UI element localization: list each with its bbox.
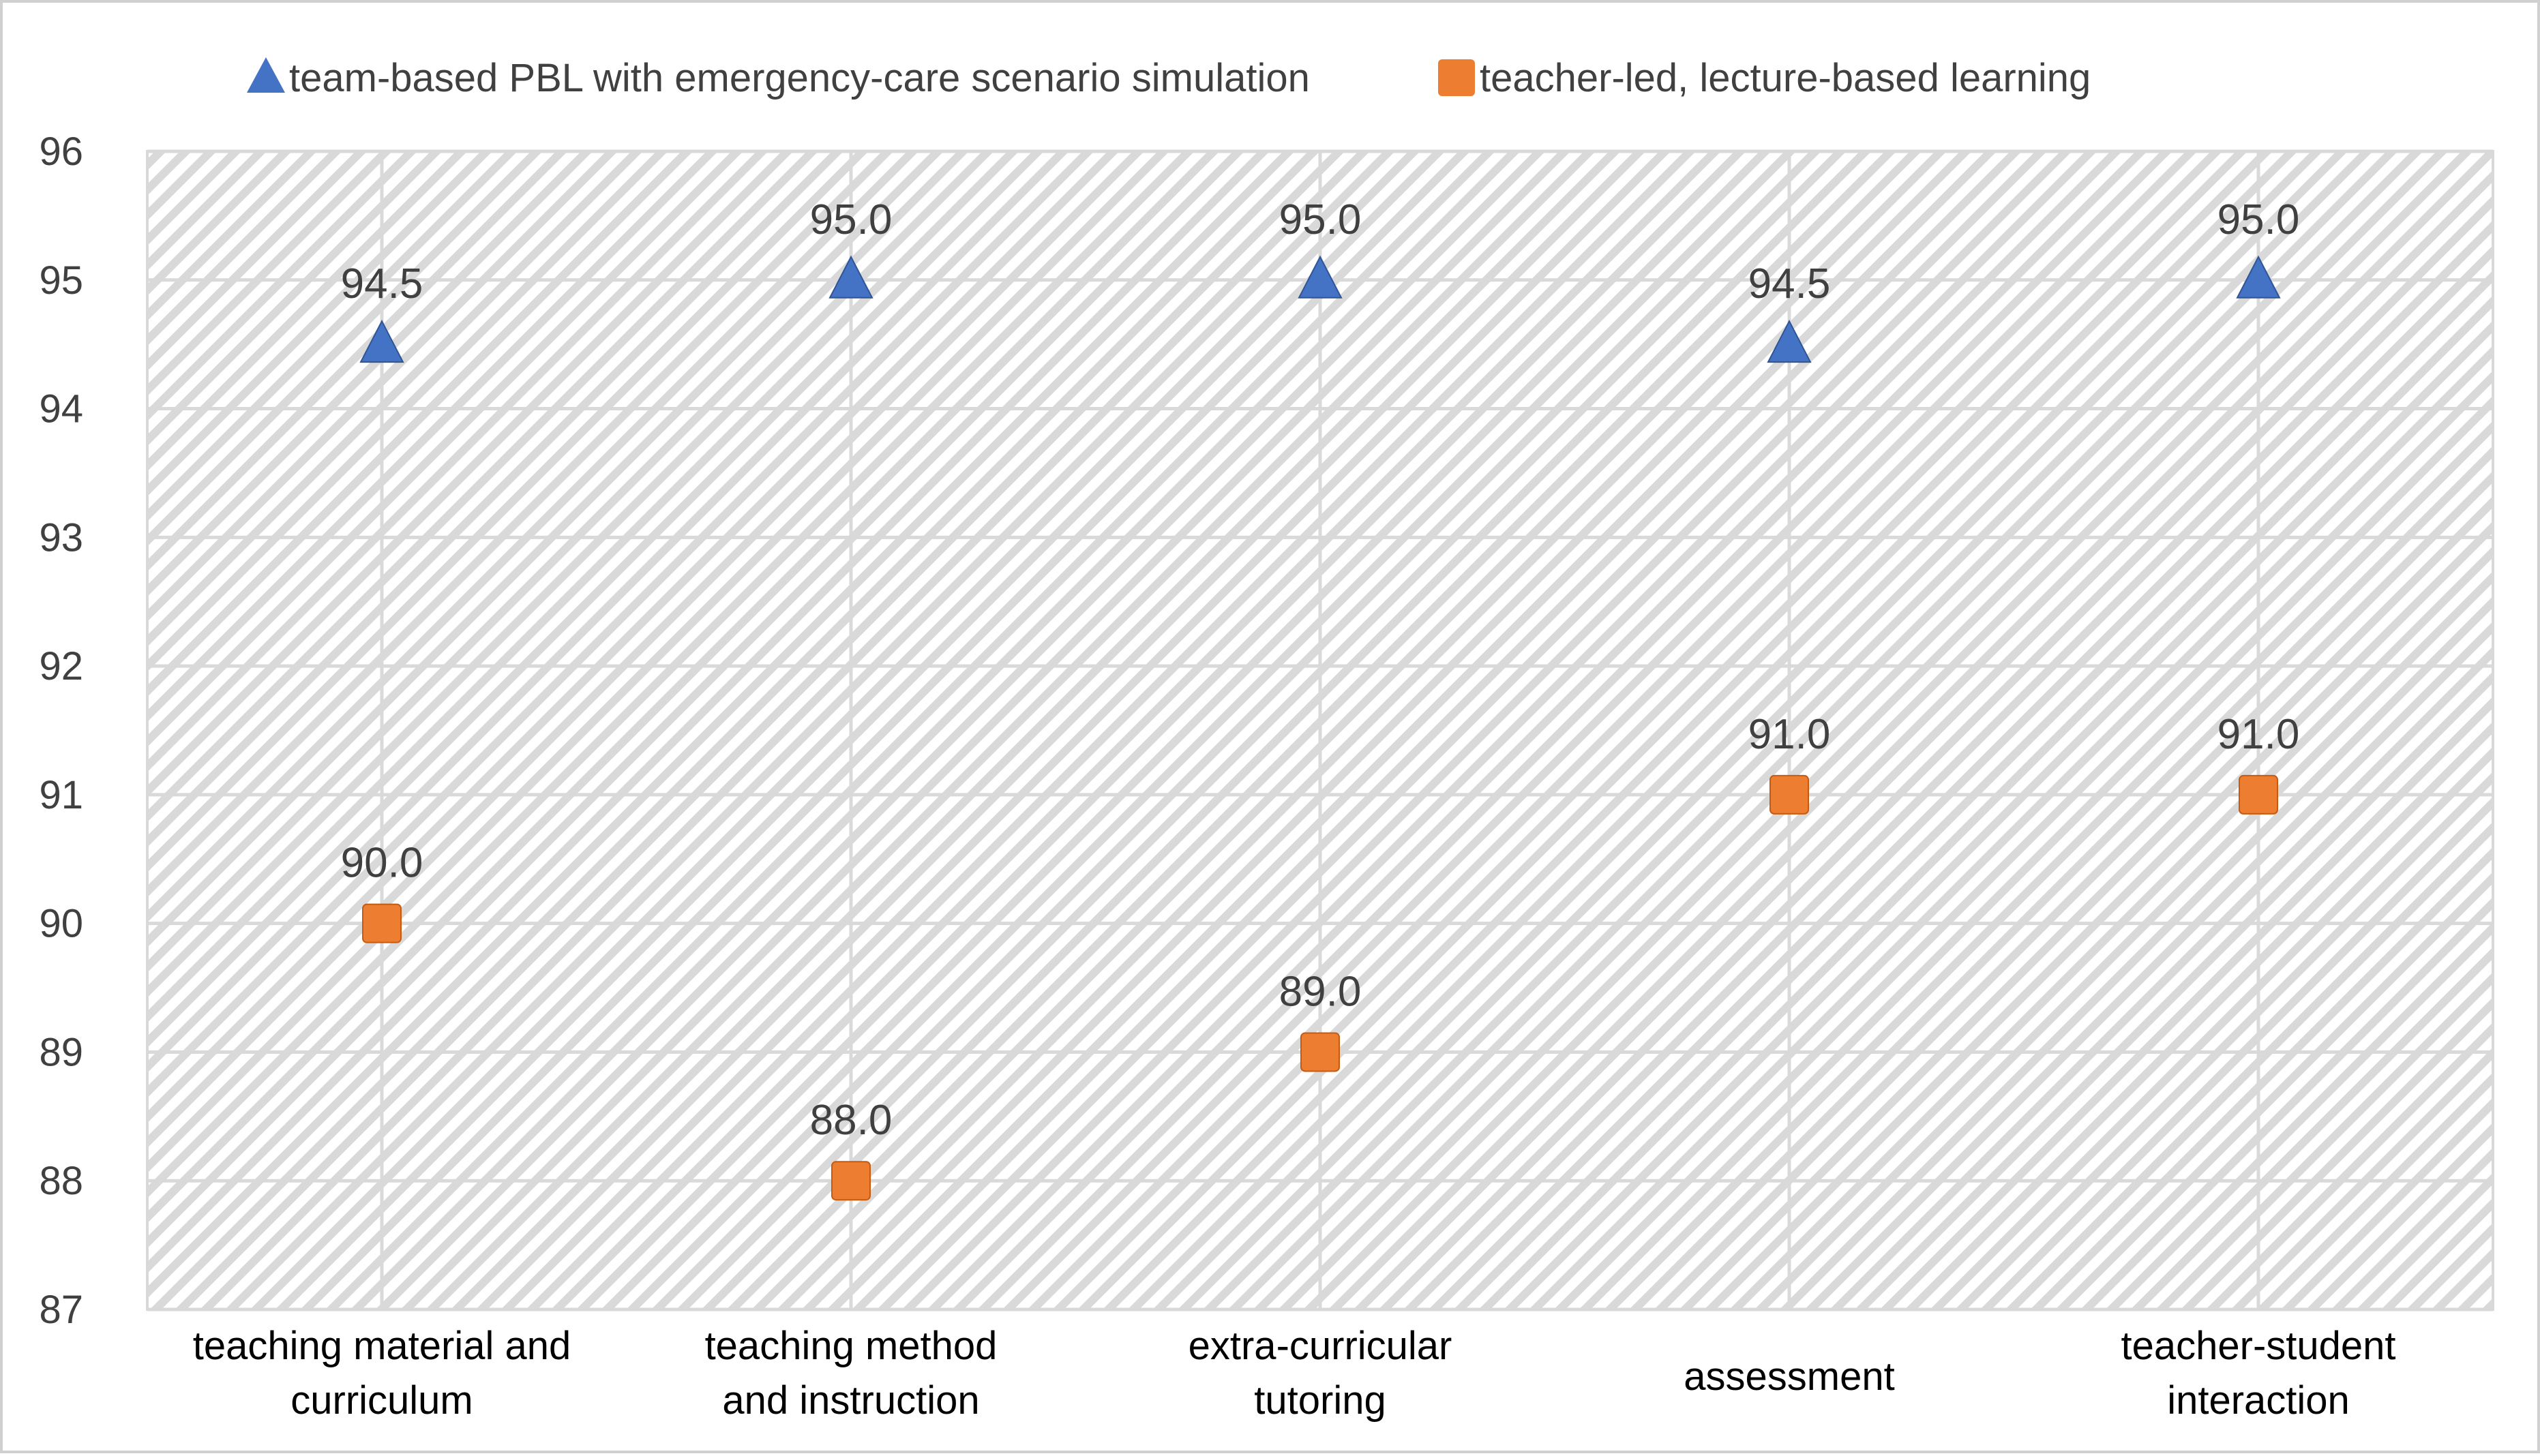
x-category-label: teacher-student interaction: [2121, 1324, 2395, 1423]
pbl-triangle-marker: [359, 319, 404, 363]
y-tick-label: 91: [39, 773, 83, 817]
pbl-triangle-marker: [1767, 319, 1812, 363]
axes: 96 95 94 93 92 91 90 89 88 87 teaching material an…: [39, 130, 2493, 1423]
y-tick-label: 89: [39, 1030, 83, 1074]
data-label: 95.0: [810, 196, 893, 243]
data-label: 89.0: [1279, 968, 1362, 1015]
y-tick-label: 94: [39, 387, 83, 431]
y-tick-label: 90: [39, 902, 83, 946]
data-label: 94.5: [341, 260, 423, 307]
lbl-square-marker: [1769, 774, 1809, 815]
pbl-triangle-marker: [828, 255, 873, 299]
series-marks: [359, 255, 2281, 1201]
x-category-label: teaching method and instruction: [705, 1324, 998, 1423]
lbl-square-marker: [2239, 774, 2278, 815]
data-label: 95.0: [1279, 196, 1362, 243]
legend-triangle-icon: [247, 57, 285, 93]
legend-label: teacher-led, lecture-based learning: [1480, 56, 2091, 100]
legend: team-based PBL with emergency-care scena…: [247, 56, 2091, 100]
y-tick-label: 95: [39, 258, 83, 303]
pbl-triangle-marker: [1298, 255, 1343, 299]
x-category-label: assessment: [1684, 1354, 1894, 1399]
y-tick-label: 88: [39, 1159, 83, 1203]
lbl-square-marker: [831, 1161, 871, 1201]
data-label: 94.5: [1748, 260, 1831, 307]
legend-square-icon: [1438, 59, 1475, 96]
x-category-label: extra-curricular tutoring: [1189, 1324, 1452, 1423]
data-label: 91.0: [1748, 711, 1831, 758]
lbl-square-marker: [1300, 1032, 1340, 1072]
pbl-triangle-marker: [2236, 255, 2281, 299]
x-category-label: teaching material and curriculum: [193, 1324, 571, 1423]
data-labels: 94.5 95.0 95.0 94.5 95.0 90.0 88.0 89.0 91.0 91.0: [341, 196, 2300, 1144]
data-label: 95.0: [2217, 196, 2300, 243]
chart-svg: team-based PBL with emergency-care scena…: [39, 56, 2494, 1423]
data-label: 88.0: [810, 1097, 893, 1144]
lbl-square-marker: [362, 903, 402, 943]
data-label: 91.0: [2217, 711, 2300, 758]
y-tick-label: 96: [39, 130, 83, 174]
data-label: 90.0: [341, 840, 423, 887]
legend-label: team-based PBL with emergency-care scena…: [289, 56, 1310, 100]
y-tick-label: 87: [39, 1288, 83, 1332]
y-tick-label: 92: [39, 644, 83, 688]
y-tick-label: 93: [39, 515, 83, 560]
